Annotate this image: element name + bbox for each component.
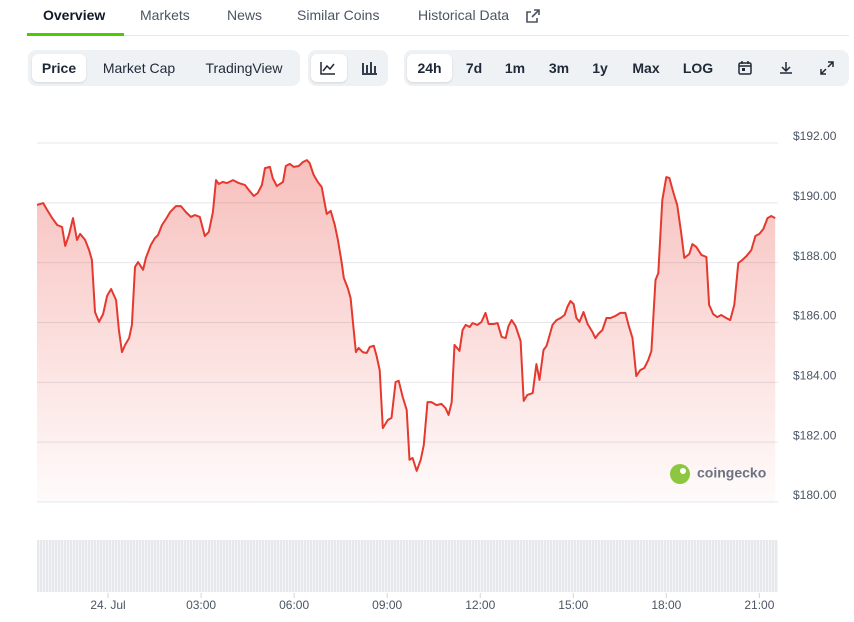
tab[interactable]: Similar Coins <box>297 7 380 23</box>
watermark-text: coingecko <box>697 465 766 481</box>
x-tick-label: 18:00 <box>651 598 681 612</box>
x-tick-label: 12:00 <box>465 598 495 612</box>
y-tick-label: $188.00 <box>793 249 837 263</box>
y-tick-label: $186.00 <box>793 309 837 323</box>
button[interactable]: 7d <box>465 60 483 76</box>
x-tick-label: 06:00 <box>279 598 309 612</box>
volume-bars <box>37 540 778 592</box>
price-line <box>36 159 776 472</box>
tab[interactable]: News <box>227 7 263 23</box>
download-icon[interactable] <box>778 60 794 76</box>
button[interactable]: TradingView <box>205 60 283 76</box>
button[interactable]: 3m <box>548 60 570 76</box>
active-pill <box>32 54 86 82</box>
tab[interactable]: Overview <box>43 7 106 23</box>
active-tab-underline <box>27 33 124 36</box>
button[interactable]: Market Cap <box>102 60 176 76</box>
x-tick-label: 15:00 <box>558 598 588 612</box>
tab[interactable]: Markets <box>140 7 190 23</box>
y-tick-label: $184.00 <box>793 369 837 383</box>
fullscreen-icon[interactable] <box>819 60 835 76</box>
button[interactable]: 1m <box>504 60 526 76</box>
tab-divider <box>27 35 849 36</box>
button[interactable]: 24h <box>417 60 442 76</box>
watermark: coingecko <box>670 464 766 484</box>
calendar-icon[interactable] <box>737 60 753 76</box>
button-group <box>404 50 849 86</box>
x-tick-label: 09:00 <box>372 598 402 612</box>
area-fill <box>37 160 776 502</box>
tab[interactable]: Historical Data <box>418 7 510 23</box>
candle-chart-icon[interactable] <box>360 60 378 76</box>
y-tick-label: $180.00 <box>793 488 837 502</box>
button[interactable]: Max <box>632 60 660 76</box>
y-tick-label: $190.00 <box>793 189 837 203</box>
y-tick-label: $192.00 <box>793 129 837 143</box>
button[interactable]: 1y <box>592 60 608 76</box>
button[interactable]: LOG <box>682 60 714 76</box>
button[interactable]: Price <box>41 60 77 76</box>
active-pill <box>407 54 452 82</box>
y-tick-label: $182.00 <box>793 428 837 442</box>
line-chart-icon[interactable] <box>319 60 337 76</box>
external-icon <box>526 9 540 23</box>
x-tick-label: 21:00 <box>744 598 774 612</box>
x-tick-label: 24. Jul <box>90 598 125 612</box>
x-tick-label: 03:00 <box>186 598 216 612</box>
